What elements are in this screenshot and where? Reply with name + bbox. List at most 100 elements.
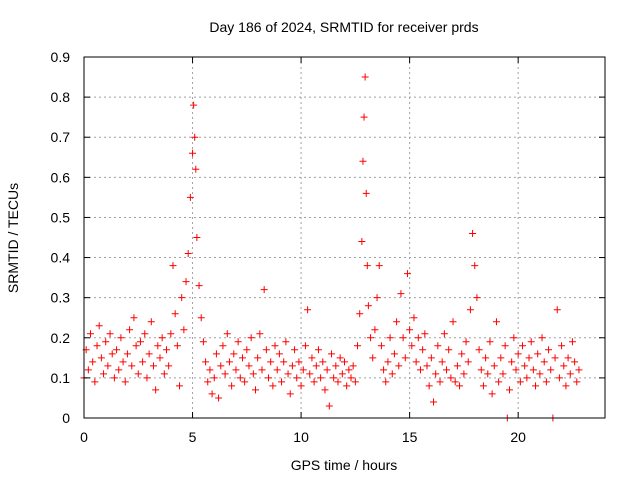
data-point (251, 386, 259, 394)
data-point (440, 330, 448, 338)
data-point (345, 366, 353, 374)
data-point (325, 402, 333, 410)
data-point (217, 362, 225, 370)
data-point (87, 330, 95, 338)
y-tick-label: 0.3 (51, 290, 71, 306)
data-point (121, 378, 129, 386)
data-point (501, 342, 509, 350)
data-point (180, 326, 188, 334)
data-point (521, 362, 529, 370)
data-point (364, 302, 372, 310)
data-point (390, 350, 398, 358)
data-point (195, 282, 203, 290)
data-point (471, 262, 479, 270)
data-point (564, 354, 572, 362)
data-point (527, 338, 535, 346)
x-tick-label: 0 (80, 429, 88, 445)
data-point (236, 374, 244, 382)
axis-ticks: 0 0.1 0.2 0.3 0.4 0.5 0.6 0.7 0.8 0.9 0 5 10 15 20 (51, 49, 605, 445)
data-point (132, 342, 140, 350)
y-tick-label: 0.7 (51, 129, 71, 145)
data-point (523, 374, 531, 382)
data-point (373, 294, 381, 302)
data-point (525, 354, 533, 362)
data-point (430, 398, 438, 406)
data-point (410, 314, 418, 322)
data-point (360, 113, 368, 121)
data-point (314, 346, 322, 354)
data-point (380, 366, 388, 374)
data-point (234, 338, 242, 346)
data-point (93, 342, 101, 350)
data-point (160, 370, 168, 378)
data-point (97, 354, 105, 362)
data-point (438, 358, 446, 366)
data-point (275, 350, 283, 358)
data-point (225, 358, 233, 366)
data-point (241, 378, 249, 386)
data-point (338, 370, 346, 378)
data-point (249, 370, 257, 378)
data-point (401, 354, 409, 362)
y-tick-label: 0.4 (51, 250, 71, 266)
data-point (416, 366, 424, 374)
data-point (375, 262, 383, 270)
data-point (475, 346, 483, 354)
data-point (208, 390, 216, 398)
data-point (230, 350, 238, 358)
data-point (110, 374, 118, 382)
x-tick-label: 20 (510, 429, 526, 445)
data-point (514, 350, 522, 358)
data-point (136, 338, 144, 346)
data-point (469, 229, 477, 237)
data-point (532, 382, 540, 390)
data-point (243, 346, 251, 354)
data-point (152, 386, 160, 394)
data-point (130, 314, 138, 322)
data-point (284, 370, 292, 378)
data-point (551, 354, 559, 362)
data-point (215, 394, 223, 402)
chart-title: Day 186 of 2024, SRMTID for receiver prd… (209, 19, 478, 35)
data-point (327, 350, 335, 358)
data-point (304, 306, 312, 314)
data-point (269, 382, 277, 390)
data-point (171, 310, 179, 318)
data-point (382, 378, 390, 386)
data-point (427, 354, 435, 362)
data-point (419, 346, 427, 354)
data-point (358, 238, 366, 246)
data-point (553, 306, 561, 314)
data-point (497, 354, 505, 362)
data-point (464, 358, 472, 366)
data-point (343, 382, 351, 390)
y-tick-label: 0 (62, 410, 70, 426)
data-point (139, 358, 147, 366)
data-point (182, 278, 190, 286)
data-point (128, 362, 136, 370)
data-point (308, 354, 316, 362)
data-point (540, 358, 548, 366)
data-point (280, 358, 288, 366)
data-point (223, 330, 231, 338)
data-point (143, 374, 151, 382)
data-point (388, 370, 396, 378)
data-point (291, 346, 299, 354)
data-point (361, 73, 369, 81)
data-point (245, 362, 253, 370)
data-point (369, 354, 377, 362)
data-point (495, 378, 503, 386)
data-point (219, 342, 227, 350)
data-point (267, 358, 275, 366)
data-point (149, 362, 157, 370)
y-tick-label: 0.8 (51, 89, 71, 105)
data-point (573, 378, 581, 386)
data-point (317, 374, 325, 382)
data-point (519, 342, 527, 350)
data-point (332, 362, 340, 370)
data-point (228, 382, 236, 390)
data-point (466, 306, 474, 314)
data-point (193, 234, 201, 241)
